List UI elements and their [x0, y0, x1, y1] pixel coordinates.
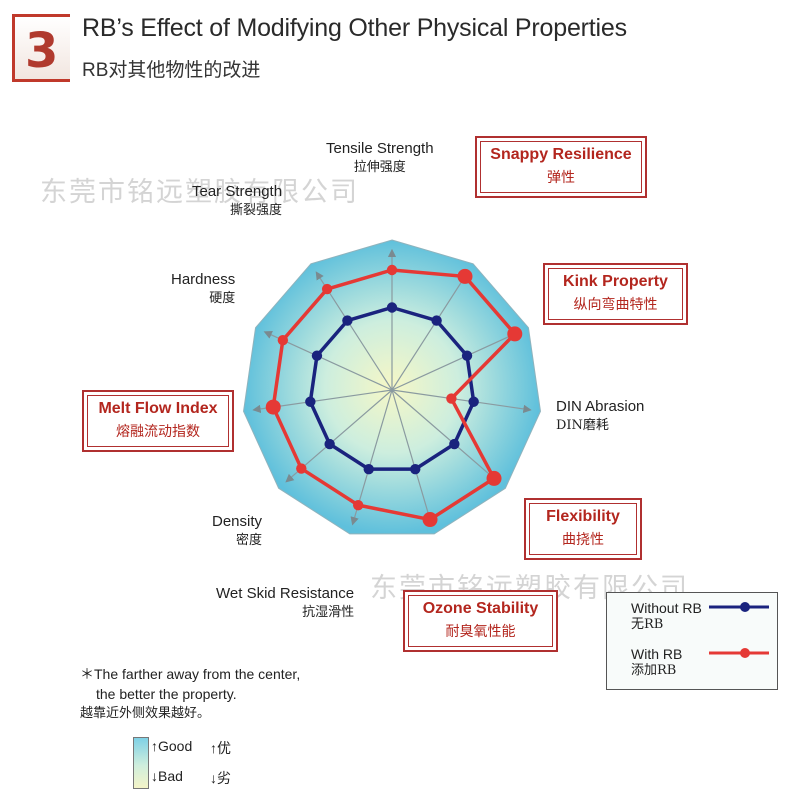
footnote-line-2: the better the property.	[96, 686, 237, 703]
radar-axis-spoke	[391, 389, 499, 483]
footnote-line-1: ＊The farther away from the center,	[80, 666, 301, 682]
scale-bad-en: ↓Bad	[151, 768, 183, 784]
data-point-with-rb	[457, 268, 473, 284]
axis-label-en: Snappy Resilience	[490, 146, 632, 163]
data-point-without-rb	[324, 438, 335, 450]
axis-label-en: Density	[212, 513, 263, 530]
axis-label-en: Ozone Stability	[422, 600, 539, 617]
data-point-without-rb	[449, 438, 460, 450]
axis-label-tensile-strength: Tensile Strength 拉伸强度	[326, 139, 434, 177]
axis-label-en: DIN Abrasion	[556, 398, 645, 415]
series-line-with-rb	[271, 268, 517, 522]
axis-label-snappy-resilience: Snappy Resilience 弹性	[475, 136, 647, 198]
axis-label-din-abrasion: DIN Abrasion DIN磨耗	[556, 397, 644, 435]
axis-label-cn: 抗湿滑性	[302, 605, 355, 621]
axis-label-flexibility: Flexibility 曲挠性	[524, 498, 642, 560]
data-point-with-rb	[277, 334, 289, 346]
legend-label-cn: 无RB	[631, 617, 664, 633]
legend-label-cn: 添加RB	[631, 663, 677, 679]
legend-item-with-rb: With RB 添加RB	[631, 645, 682, 680]
scale-good-cn: ↑优	[210, 740, 231, 756]
axis-label-en: Tensile Strength	[326, 140, 434, 157]
axis-label-cn: 密度	[236, 533, 263, 549]
data-point-with-rb	[386, 264, 398, 276]
data-point-with-rb	[265, 399, 281, 415]
data-point-without-rb	[363, 463, 374, 475]
axis-label-cn: DIN磨耗	[556, 418, 609, 434]
axis-label-cn: 耐臭氧性能	[445, 623, 516, 639]
axis-label-hardness: Hardness 硬度	[171, 270, 235, 308]
data-point-without-rb	[311, 350, 323, 361]
axis-label-cn: 硬度	[209, 291, 236, 307]
axis-label-en: Wet Skid Resistance	[216, 585, 355, 602]
data-point-with-rb	[486, 470, 502, 486]
data-point-without-rb	[305, 396, 316, 407]
axis-label-en: Hardness	[171, 271, 236, 288]
axis-label-en: Flexibility	[546, 508, 620, 525]
legend-label-en: With RB	[631, 646, 683, 662]
scale-bad-cn: ↓劣	[210, 770, 231, 786]
scale-good-en: ↑Good	[151, 738, 193, 754]
chart-legend: Without RB 无RB With RB 添加RB	[606, 592, 778, 690]
legend-item-without-rb: Without RB 无RB	[631, 599, 702, 634]
footnote-line-3: 越靠近外侧效果越好。	[80, 705, 211, 721]
legend-label-en: Without RB	[631, 600, 702, 616]
axis-label-cn: 纵向弯曲特性	[573, 296, 658, 312]
data-point-without-rb	[431, 315, 442, 326]
data-point-with-rb	[296, 463, 307, 474]
axis-label-kink-property: Kink Property 纵向弯曲特性	[543, 263, 688, 325]
page-title: RB’s Effect of Modifying Other Physical …	[82, 14, 627, 42]
data-point-without-rb	[386, 302, 398, 313]
good-bad-gradient-bar	[133, 737, 149, 789]
section-number-badge: 3	[12, 14, 70, 82]
radar-axis-spoke	[391, 389, 434, 526]
section-number: 3	[25, 23, 59, 79]
axis-label-cn: 熔融流动指数	[116, 423, 200, 439]
data-point-without-rb	[410, 463, 421, 475]
radar-axis-spoke	[391, 389, 532, 414]
axis-label-en: Melt Flow Index	[98, 400, 218, 417]
axis-label-cn: 拉伸强度	[353, 160, 406, 176]
axis-label-en: Tear Strength	[192, 183, 283, 200]
data-point-with-rb	[507, 326, 523, 342]
data-point-with-rb	[352, 499, 364, 511]
radar-axis-spoke	[391, 331, 521, 391]
axis-label-wet-skid-resistance: Wet Skid Resistance 抗湿滑性	[216, 584, 354, 622]
axis-label-cn: 曲挠性	[562, 531, 604, 547]
axis-label-ozone-stability: Ozone Stability 耐臭氧性能	[403, 590, 558, 652]
data-point-with-rb	[321, 283, 333, 295]
data-point-without-rb	[468, 396, 479, 407]
legend-swatch-without-rb	[709, 602, 769, 612]
legend-swatch-with-rb	[709, 648, 769, 658]
data-point-with-rb	[422, 512, 438, 528]
data-point-with-rb	[446, 393, 457, 404]
axis-label-density: Density 密度	[212, 512, 262, 550]
axis-label-en: Kink Property	[563, 273, 668, 290]
axis-label-cn: 弹性	[547, 169, 575, 185]
axis-label-tear-strength: Tear Strength 撕裂强度	[192, 182, 282, 220]
radar-axis-spoke	[391, 271, 469, 391]
data-point-without-rb	[342, 315, 353, 326]
axis-label-melt-flow-index: Melt Flow Index 熔融流动指数	[82, 390, 234, 452]
footnote: ＊The farther away from the center, the b…	[80, 664, 300, 723]
axis-label-cn: 撕裂强度	[230, 203, 283, 219]
data-point-without-rb	[461, 350, 473, 361]
series-line-without-rb	[308, 305, 476, 471]
page-subtitle: RB对其他物性的改进	[82, 60, 261, 81]
